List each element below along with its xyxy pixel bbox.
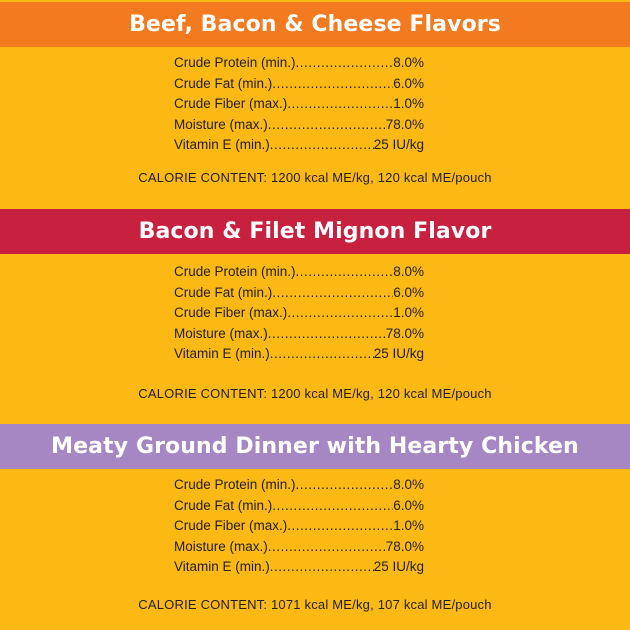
nutrient-label: Vitamin E (min.) xyxy=(174,346,270,361)
dot-leader xyxy=(268,324,386,345)
calorie-content: CALORIE CONTENT: 1071 kcal ME/kg, 107 kc… xyxy=(138,597,492,612)
nutrient-row-vitamin-e: Vitamin E (min.) 25 IU/kg xyxy=(174,135,424,156)
nutrient-row-crude-fiber: Crude Fiber (max.) 1.0% xyxy=(174,516,424,537)
nutrient-label: Crude Protein (min.) xyxy=(174,477,296,492)
nutrient-value: 6.0% xyxy=(393,75,424,91)
guaranteed-analysis-list: Crude Protein (min.) 8.0% Crude Fat (min… xyxy=(174,262,424,365)
nutrient-label: Crude Fat (min.) xyxy=(174,284,273,300)
dot-leader xyxy=(296,53,394,74)
nutrient-value: 6.0% xyxy=(393,284,424,300)
nutrient-label: Moisture (max.) xyxy=(174,325,268,341)
nutrient-label: Vitamin E (min.) xyxy=(174,559,270,574)
section-title-banner: Bacon & Filet Mignon Flavor xyxy=(0,209,630,254)
calorie-content: CALORIE CONTENT: 1200 kcal ME/kg, 120 kc… xyxy=(138,386,492,401)
dot-leader xyxy=(268,115,386,136)
nutrient-row-moisture: Moisture (max.) 78.0% xyxy=(174,537,424,558)
nutrient-value: 8.0% xyxy=(393,264,424,279)
nutrient-row-vitamin-e: Vitamin E (min.) 25 IU/kg xyxy=(174,557,424,578)
nutrient-label: Moisture (max.) xyxy=(174,116,268,132)
nutrient-row-crude-fiber: Crude Fiber (max.) 1.0% xyxy=(174,94,424,115)
nutrient-value: 78.0% xyxy=(385,538,424,554)
guaranteed-analysis-list: Crude Protein (min.) 8.0% Crude Fat (min… xyxy=(174,475,424,578)
nutrient-value: 6.0% xyxy=(393,497,424,513)
dot-leader xyxy=(270,344,374,365)
nutrient-value: 25 IU/kg xyxy=(373,346,424,361)
nutrient-row-crude-fat: Crude Fat (min.) 6.0% xyxy=(174,496,424,517)
nutrient-label: Crude Fat (min.) xyxy=(174,75,273,91)
section-bacon-filet-mignon: Bacon & Filet Mignon Flavor Crude Protei… xyxy=(0,209,630,423)
section-beef-bacon-cheese: Beef, Bacon & Cheese Flavors Crude Prote… xyxy=(0,2,630,208)
nutrient-row-crude-protein: Crude Protein (min.) 8.0% xyxy=(174,53,424,74)
nutrient-value: 78.0% xyxy=(385,116,424,132)
nutrient-label: Vitamin E (min.) xyxy=(174,137,270,152)
section-meaty-ground-dinner: Meaty Ground Dinner with Hearty Chicken … xyxy=(0,424,630,630)
dot-leader xyxy=(287,94,393,115)
calorie-content: CALORIE CONTENT: 1200 kcal ME/kg, 120 kc… xyxy=(138,170,492,185)
section-title-banner: Beef, Bacon & Cheese Flavors xyxy=(0,2,630,47)
nutrient-label: Crude Fat (min.) xyxy=(174,497,273,513)
dot-leader xyxy=(270,557,374,578)
nutrient-row-moisture: Moisture (max.) 78.0% xyxy=(174,324,424,345)
nutrient-value: 78.0% xyxy=(385,325,424,341)
dot-leader xyxy=(272,74,393,95)
nutrient-label: Moisture (max.) xyxy=(174,538,268,554)
nutrient-value: 25 IU/kg xyxy=(373,559,424,574)
nutrient-row-crude-fiber: Crude Fiber (max.) 1.0% xyxy=(174,303,424,324)
nutrient-value: 1.0% xyxy=(393,518,424,533)
dot-leader xyxy=(270,135,374,156)
nutrient-value: 25 IU/kg xyxy=(373,137,424,152)
nutrient-value: 1.0% xyxy=(393,96,424,111)
nutrient-label: Crude Fiber (max.) xyxy=(174,96,288,111)
dot-leader xyxy=(272,283,393,304)
dot-leader xyxy=(268,537,386,558)
nutrient-label: Crude Protein (min.) xyxy=(174,264,296,279)
nutrient-row-crude-protein: Crude Protein (min.) 8.0% xyxy=(174,262,424,283)
nutrient-value: 1.0% xyxy=(393,305,424,320)
nutrient-row-moisture: Moisture (max.) 78.0% xyxy=(174,115,424,136)
nutrient-label: Crude Fiber (max.) xyxy=(174,305,288,320)
section-title-banner: Meaty Ground Dinner with Hearty Chicken xyxy=(0,424,630,469)
dot-leader xyxy=(296,475,394,496)
nutrient-label: Crude Fiber (max.) xyxy=(174,518,288,533)
nutrient-value: 8.0% xyxy=(393,55,424,70)
nutrient-label: Crude Protein (min.) xyxy=(174,55,296,70)
dot-leader xyxy=(287,303,393,324)
dot-leader xyxy=(296,262,394,283)
nutrient-value: 8.0% xyxy=(393,477,424,492)
dot-leader xyxy=(287,516,393,537)
guaranteed-analysis-list: Crude Protein (min.) 8.0% Crude Fat (min… xyxy=(174,53,424,156)
nutrient-row-crude-fat: Crude Fat (min.) 6.0% xyxy=(174,283,424,304)
nutrient-row-crude-fat: Crude Fat (min.) 6.0% xyxy=(174,74,424,95)
nutrient-row-crude-protein: Crude Protein (min.) 8.0% xyxy=(174,475,424,496)
nutrient-row-vitamin-e: Vitamin E (min.) 25 IU/kg xyxy=(174,344,424,365)
dot-leader xyxy=(272,496,393,517)
